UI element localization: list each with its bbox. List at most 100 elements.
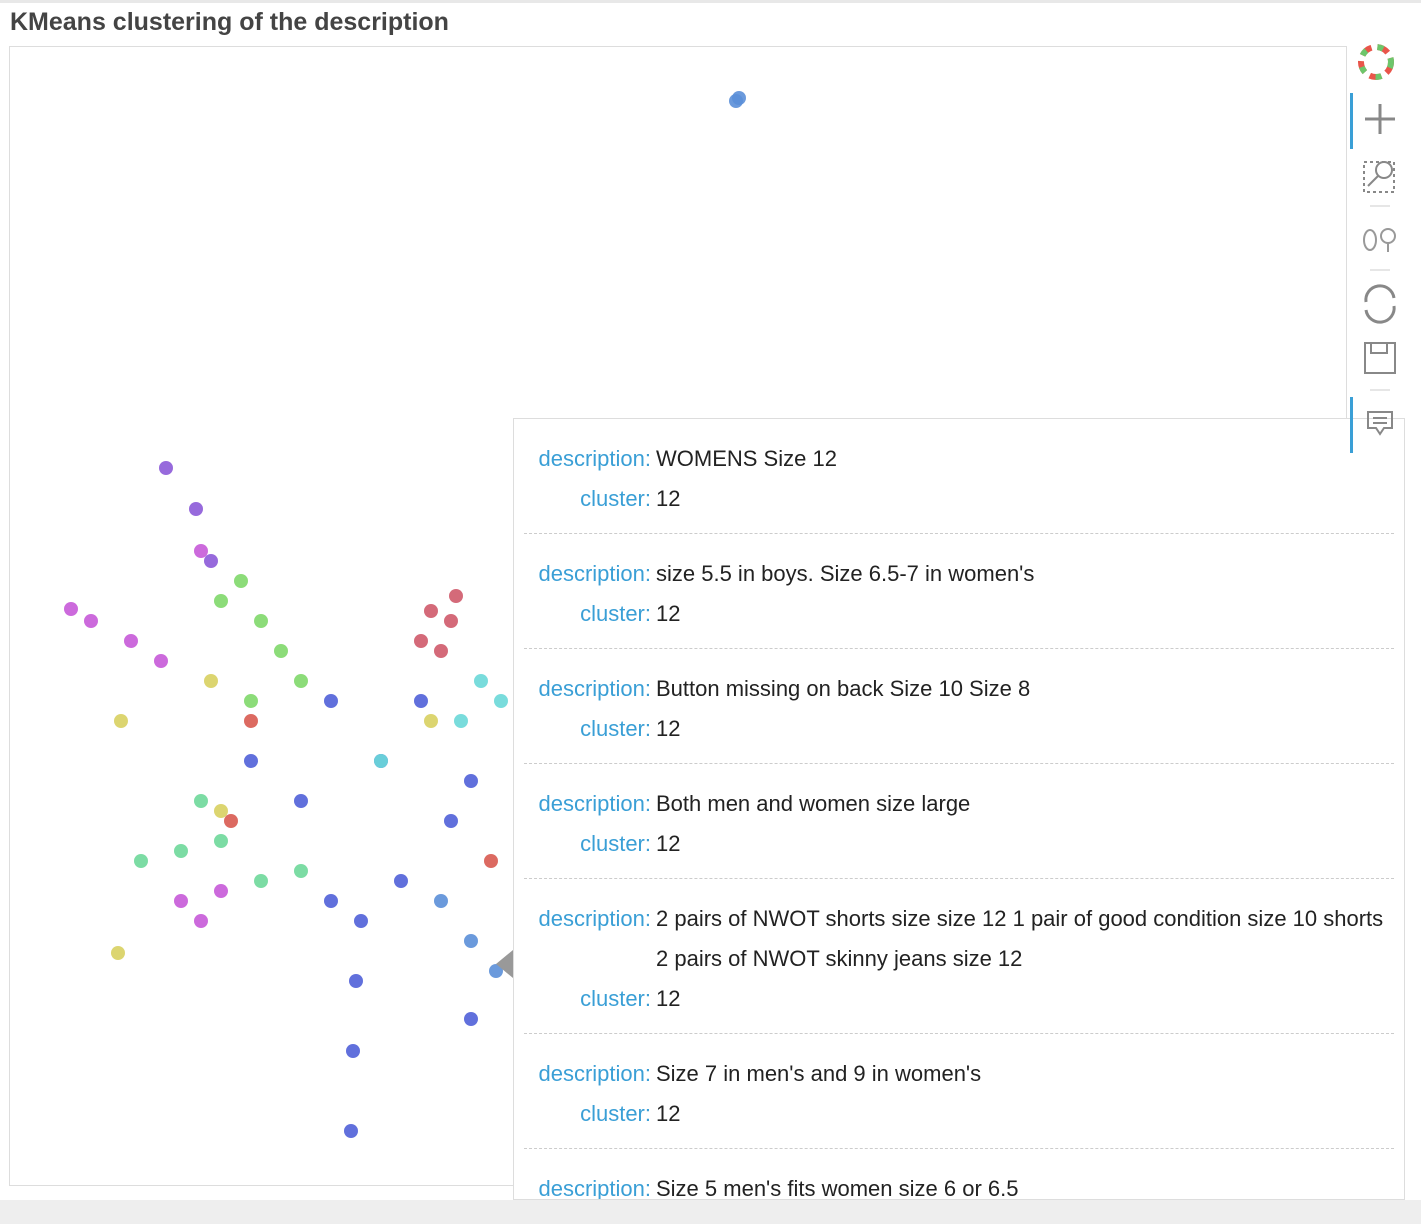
scatter-point: [732, 91, 746, 105]
tooltip-item: description: Button missing on back Size …: [524, 649, 1394, 764]
scatter-point: [294, 794, 308, 808]
chart-title: KMeans clustering of the description: [10, 8, 449, 36]
scatter-point: [134, 854, 148, 868]
tooltip-item: description: WOMENS Size 12 cluster: 12: [524, 419, 1394, 534]
scatter-point: [324, 694, 338, 708]
scatter-point: [214, 594, 228, 608]
scatter-point: [204, 674, 218, 688]
scatter-point: [274, 644, 288, 658]
scatter-point: [174, 844, 188, 858]
field-value: size 5.5 in boys. Size 6.5-7 in women's: [656, 561, 1035, 586]
scatter-point: [124, 634, 138, 648]
scatter-point: [434, 644, 448, 658]
scatter-point: [346, 1044, 360, 1058]
field-label: description:: [538, 1176, 651, 1200]
scatter-point: [349, 974, 363, 988]
field-label: description:: [538, 791, 651, 816]
field-label: description:: [538, 1061, 651, 1086]
box-zoom-tool[interactable]: [1363, 161, 1395, 193]
scatter-point: [324, 894, 338, 908]
pan-tool[interactable]: [1365, 104, 1395, 134]
scatter-point: [444, 614, 458, 628]
scatter-point: [204, 554, 218, 568]
scatter-point: [414, 634, 428, 648]
scatter-point: [224, 814, 238, 828]
tooltip-row: description: Size 7 in men's and 9 in wom…: [524, 1054, 1394, 1094]
save-tool[interactable]: [1364, 342, 1396, 374]
tooltip-row: cluster: 12: [524, 594, 1394, 634]
plot-area: [9, 46, 1347, 1186]
tooltip-row: description: size 5.5 in boys. Size 6.5-7…: [524, 554, 1394, 594]
scatter-point: [449, 589, 463, 603]
scatter-point: [194, 794, 208, 808]
tooltip-row: cluster: 12: [524, 1094, 1394, 1134]
scatter-point: [214, 884, 228, 898]
scatter-point: [114, 714, 128, 728]
scatter-point: [484, 854, 498, 868]
scatter-point: [464, 934, 478, 948]
scatter-point: [424, 714, 438, 728]
scatter-point: [354, 914, 368, 928]
tooltip-row: cluster: 12: [524, 709, 1394, 749]
scatter-point: [294, 674, 308, 688]
field-value: 12: [656, 986, 681, 1011]
field-label: cluster:: [580, 1101, 651, 1126]
wheel-zoom-tool[interactable]: [1363, 228, 1396, 252]
field-value: 12: [656, 1101, 681, 1126]
scatter-point: [434, 894, 448, 908]
tooltip-item: description: Both men and women size larg…: [524, 764, 1394, 879]
field-label: cluster:: [580, 601, 651, 626]
scatter-point: [454, 714, 468, 728]
tooltip-item: description: Size 7 in men's and 9 in wom…: [524, 1034, 1394, 1149]
tooltip-item: description: Size 5 men's fits women size…: [524, 1149, 1394, 1200]
scatter-point: [194, 914, 208, 928]
active-indicator: [1350, 93, 1353, 149]
scatter-point: [344, 1124, 358, 1138]
scatter-point: [244, 754, 258, 768]
scatter-point: [444, 814, 458, 828]
scatter-point: [294, 864, 308, 878]
field-label: cluster:: [580, 986, 651, 1011]
scatter-point: [64, 602, 78, 616]
bokeh-logo[interactable]: [1358, 44, 1394, 80]
field-label: description:: [538, 906, 651, 931]
scatter-point: [244, 714, 258, 728]
scatter-point: [424, 604, 438, 618]
tooltip-row: description: 2 pairs of NWOT shorts size …: [524, 899, 1394, 979]
field-value: WOMENS Size 12: [656, 446, 837, 471]
scatter-point: [254, 614, 268, 628]
top-bar: [0, 0, 1421, 3]
scatter-point: [494, 694, 508, 708]
scatter-point: [234, 574, 248, 588]
tooltip-row: cluster: 12: [524, 824, 1394, 864]
field-value: 2 pairs of NWOT shorts size size 12 1 pa…: [656, 906, 1384, 971]
bottom-bar: [0, 1200, 1421, 1224]
scatter-point: [414, 694, 428, 708]
scatter-point: [194, 544, 208, 558]
scatter-point: [394, 874, 408, 888]
field-value: 12: [656, 831, 681, 856]
tooltip-row: description: Button missing on back Size …: [524, 669, 1394, 709]
scatter-point: [84, 614, 98, 628]
scatter-point: [159, 461, 173, 475]
field-value: Size 7 in men's and 9 in women's: [656, 1061, 982, 1086]
active-indicator: [1350, 397, 1353, 453]
field-label: description:: [538, 676, 651, 701]
scatter-point: [374, 754, 388, 768]
field-value: 12: [656, 486, 681, 511]
hover-tool[interactable]: [1367, 411, 1393, 436]
field-label: cluster:: [580, 831, 651, 856]
field-value: Size 5 men's fits women size 6 or 6.5: [656, 1176, 1019, 1200]
scatter-point: [154, 654, 168, 668]
reset-tool[interactable]: [1364, 284, 1396, 324]
scatter-point: [189, 502, 203, 516]
scatter-point: [174, 894, 188, 908]
scatter-point: [464, 774, 478, 788]
field-value: Button missing on back Size 10 Size 8: [656, 676, 1031, 701]
tooltip-row: description: WOMENS Size 12: [524, 439, 1394, 479]
scatter-point: [474, 674, 488, 688]
scatter-point: [214, 804, 228, 818]
tooltip-arrow: [496, 950, 513, 978]
tooltip-item: description: 2 pairs of NWOT shorts size …: [524, 879, 1394, 1034]
